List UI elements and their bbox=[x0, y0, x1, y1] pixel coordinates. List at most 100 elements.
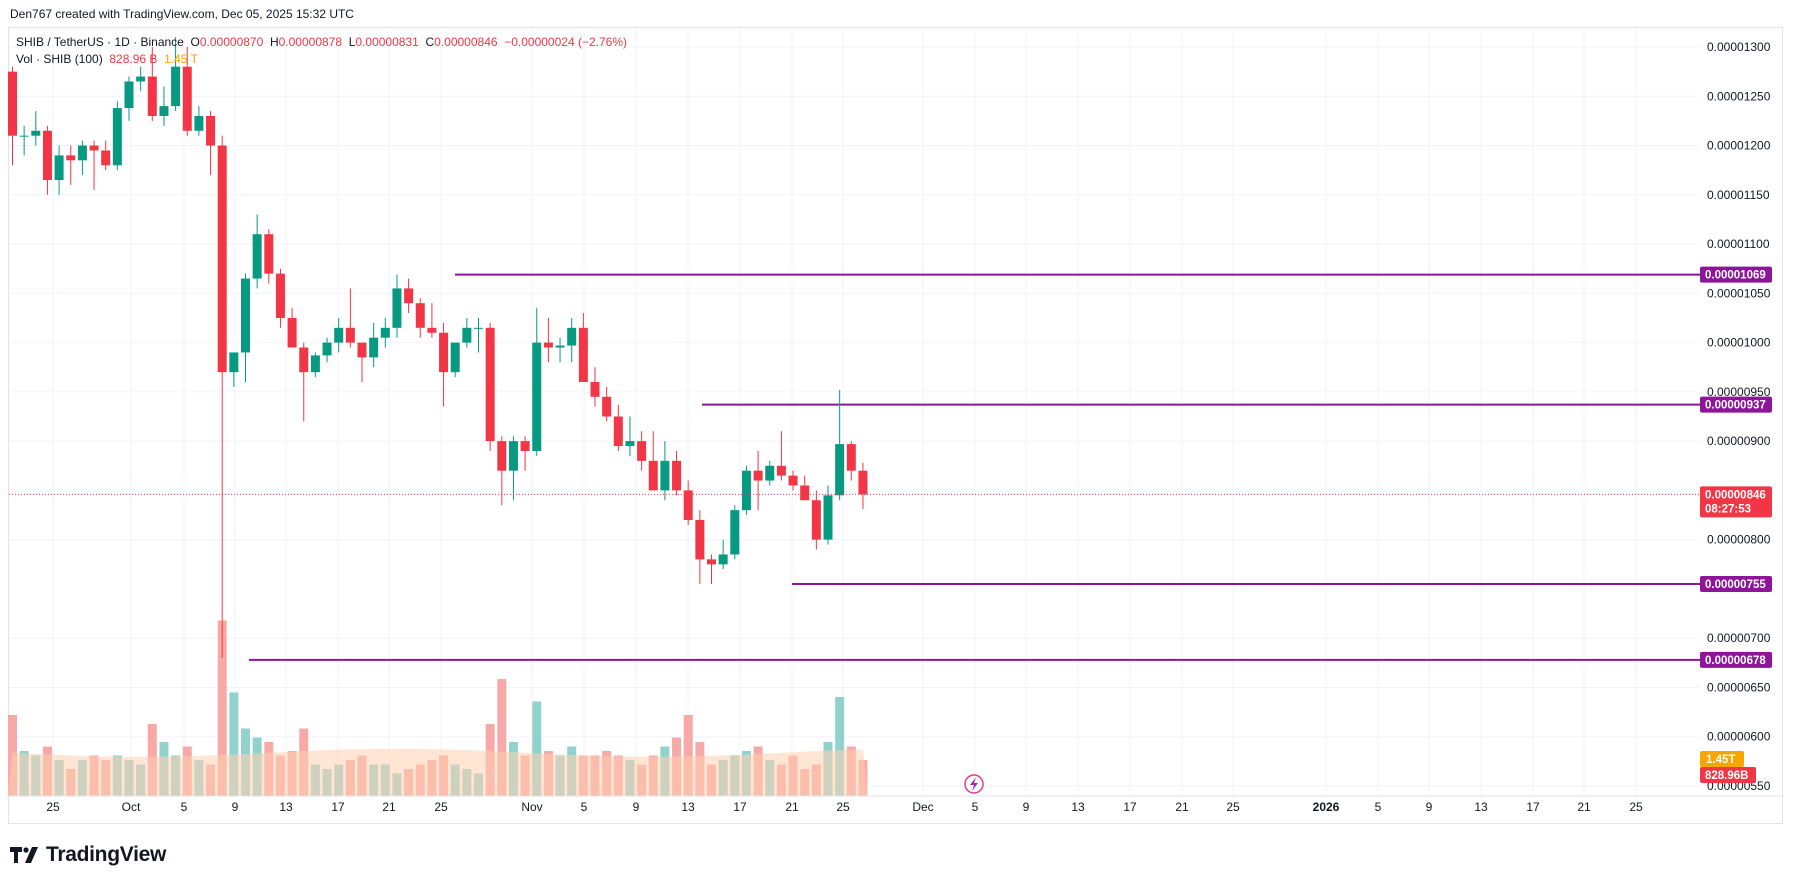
candle[interactable] bbox=[800, 475, 810, 501]
candle[interactable] bbox=[648, 431, 658, 491]
candle[interactable] bbox=[310, 352, 320, 378]
price-axis[interactable]: 0.00001300 0.00001250 0.00001200 0.00001150… bbox=[1707, 40, 1771, 793]
candle[interactable] bbox=[275, 268, 285, 328]
candle[interactable] bbox=[835, 389, 845, 501]
candle[interactable] bbox=[776, 431, 786, 481]
level-price-tag bbox=[1700, 266, 1772, 283]
candle[interactable] bbox=[415, 298, 425, 338]
candle[interactable] bbox=[124, 76, 134, 121]
candle[interactable] bbox=[707, 554, 716, 585]
candle[interactable] bbox=[625, 416, 635, 456]
candles[interactable] bbox=[8, 37, 868, 658]
candle[interactable] bbox=[89, 140, 99, 190]
candle[interactable] bbox=[252, 214, 262, 289]
candle[interactable] bbox=[613, 404, 623, 451]
candle[interactable] bbox=[31, 111, 41, 146]
candle[interactable] bbox=[264, 229, 274, 284]
candle[interactable] bbox=[741, 465, 751, 516]
candle[interactable] bbox=[241, 273, 250, 383]
candle[interactable] bbox=[112, 101, 122, 171]
candle[interactable] bbox=[450, 342, 460, 378]
candle[interactable] bbox=[229, 352, 239, 387]
change-value: −0.00000024 (−2.76%) bbox=[504, 35, 627, 49]
candle[interactable] bbox=[672, 450, 682, 496]
candle-body bbox=[555, 345, 565, 348]
candle[interactable] bbox=[101, 140, 111, 171]
candle[interactable] bbox=[718, 539, 728, 570]
brand[interactable]: TradingView bbox=[10, 843, 166, 867]
open-value: 0.00000870 bbox=[199, 35, 264, 49]
time-tick-label: 25 bbox=[836, 800, 850, 814]
candle[interactable] bbox=[683, 480, 693, 525]
candle[interactable] bbox=[520, 436, 530, 471]
candle[interactable] bbox=[357, 342, 367, 383]
candle[interactable] bbox=[823, 485, 833, 545]
candle[interactable] bbox=[369, 322, 379, 368]
candle[interactable] bbox=[846, 441, 856, 481]
candle[interactable] bbox=[287, 308, 297, 348]
candle[interactable] bbox=[765, 460, 775, 486]
flash-icon[interactable] bbox=[964, 774, 984, 794]
candle[interactable] bbox=[730, 505, 740, 560]
candle[interactable] bbox=[753, 450, 763, 511]
candle-body bbox=[788, 475, 798, 486]
time-tick-label: 13 bbox=[279, 800, 293, 814]
candle[interactable] bbox=[427, 303, 437, 338]
candle[interactable] bbox=[858, 462, 868, 510]
candle[interactable] bbox=[194, 106, 204, 136]
horizontal-levels[interactable] bbox=[249, 273, 1700, 661]
candle[interactable] bbox=[695, 510, 705, 585]
time-axis[interactable]: 25 Oct 5 9 13 17 21 25 Nov 5 9 13 17 21 25 Dec 5 9 13 17 21 2… bbox=[9, 795, 1784, 814]
candle[interactable] bbox=[54, 145, 64, 195]
time-tick-label: 13 bbox=[1071, 800, 1085, 814]
candle[interactable] bbox=[404, 278, 414, 314]
level-price-label: 0.00000755 bbox=[1705, 579, 1766, 591]
candle[interactable] bbox=[508, 436, 518, 501]
candle[interactable] bbox=[811, 490, 821, 550]
ohlc-row: SHIB / TetherUS · 1D · Binance O0.000008… bbox=[16, 34, 627, 51]
candle[interactable] bbox=[159, 86, 169, 126]
candle[interactable] bbox=[439, 322, 449, 407]
candle[interactable] bbox=[532, 308, 542, 456]
candle[interactable] bbox=[474, 317, 483, 353]
low-label: L bbox=[348, 35, 356, 49]
candle[interactable] bbox=[42, 125, 52, 195]
candle[interactable] bbox=[136, 66, 146, 92]
volume-label[interactable]: Vol · SHIB (100) bbox=[16, 52, 103, 66]
candle[interactable] bbox=[147, 47, 157, 121]
candle[interactable] bbox=[590, 367, 600, 407]
candle[interactable] bbox=[578, 313, 588, 383]
candle[interactable] bbox=[182, 47, 192, 136]
candle[interactable] bbox=[206, 111, 216, 176]
candle[interactable] bbox=[380, 317, 390, 348]
candle[interactable] bbox=[543, 317, 553, 363]
candle[interactable] bbox=[497, 436, 507, 506]
candle[interactable] bbox=[8, 66, 17, 166]
candle[interactable] bbox=[19, 125, 29, 156]
candle[interactable] bbox=[217, 135, 227, 658]
candle-body bbox=[206, 115, 216, 146]
candle[interactable] bbox=[171, 37, 181, 112]
candle[interactable] bbox=[322, 337, 332, 363]
candle[interactable] bbox=[462, 317, 472, 348]
candle[interactable] bbox=[77, 140, 87, 176]
candle[interactable] bbox=[334, 317, 344, 353]
candle[interactable] bbox=[66, 145, 76, 185]
candle[interactable] bbox=[299, 342, 309, 422]
time-tick-label: 13 bbox=[1474, 800, 1488, 814]
candle[interactable] bbox=[637, 431, 647, 471]
symbol-label[interactable]: SHIB / TetherUS · 1D · Binance bbox=[16, 35, 184, 49]
candle[interactable] bbox=[567, 317, 577, 363]
level-price-label: 0.00000678 bbox=[1705, 655, 1766, 667]
candle[interactable] bbox=[602, 386, 612, 422]
candle-body bbox=[19, 135, 29, 137]
candle-body bbox=[543, 342, 553, 348]
candle[interactable] bbox=[392, 274, 402, 338]
candle[interactable] bbox=[788, 470, 798, 491]
candle[interactable] bbox=[660, 441, 670, 501]
candle[interactable] bbox=[555, 337, 565, 363]
candle[interactable] bbox=[345, 288, 355, 348]
candle[interactable] bbox=[485, 322, 495, 451]
last-price-tag bbox=[1700, 486, 1772, 518]
